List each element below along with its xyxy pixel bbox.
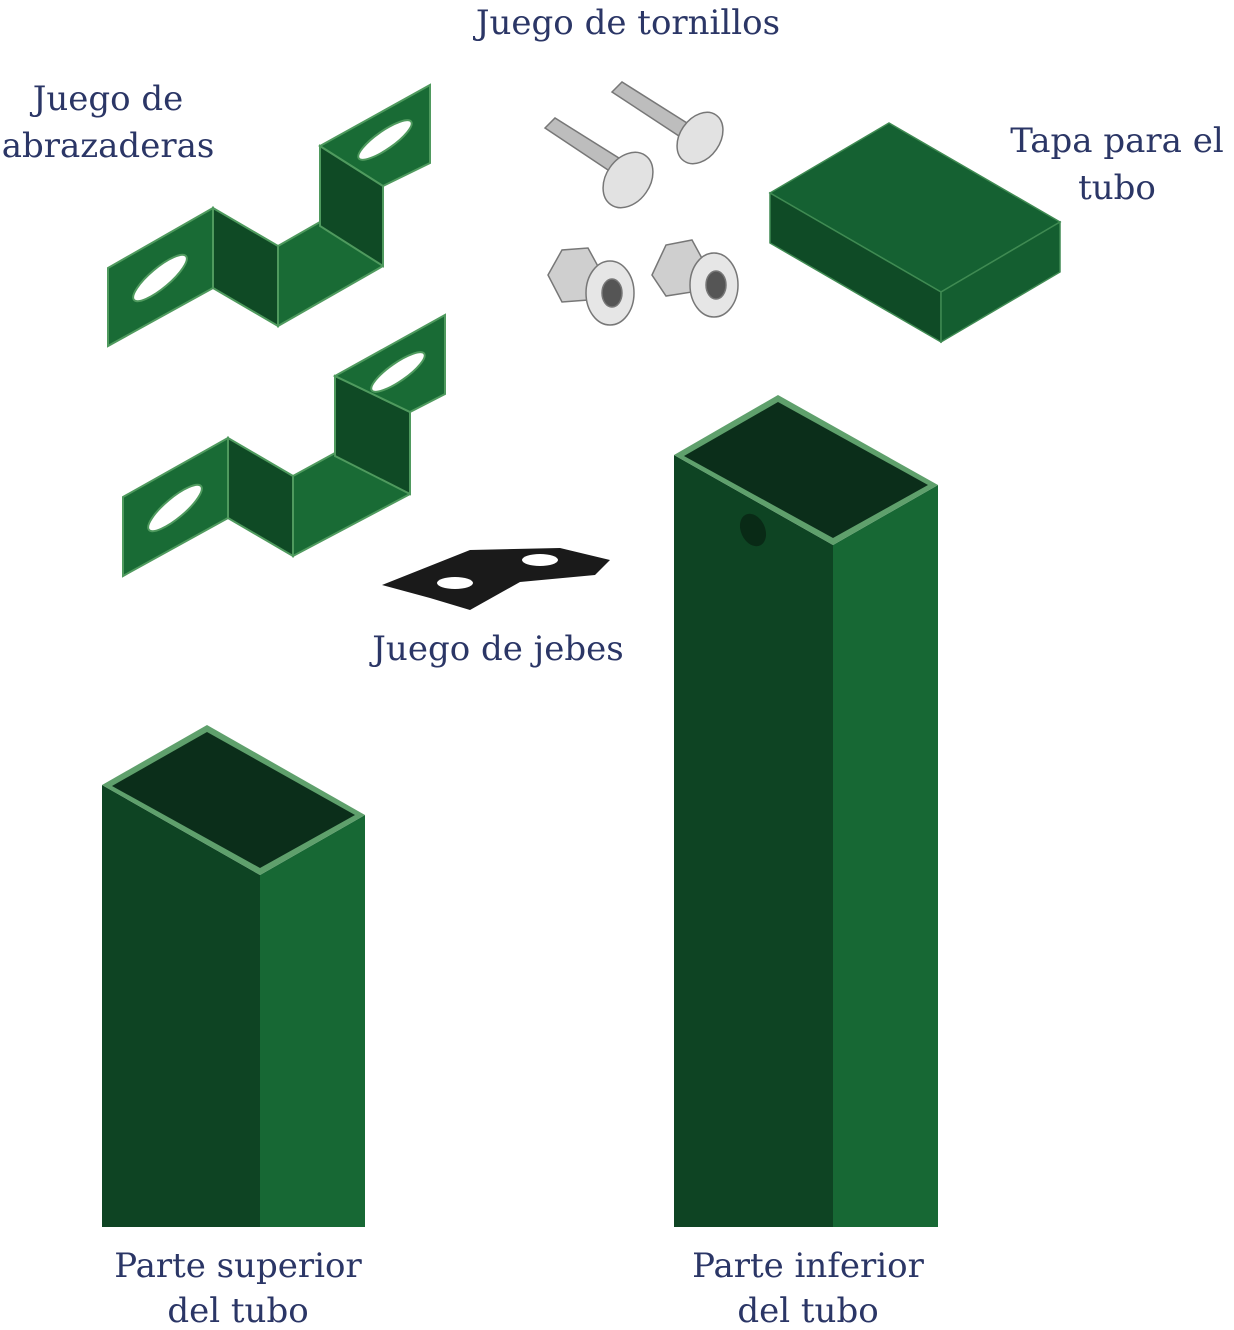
screws bbox=[543, 81, 739, 326]
label: del tubo bbox=[167, 1291, 308, 1330]
tube-bottom-part bbox=[674, 395, 938, 1227]
label: Juego de tornillos bbox=[473, 3, 780, 43]
label: Parte inferior bbox=[692, 1246, 925, 1286]
bracket bbox=[122, 313, 446, 578]
tube-top-part bbox=[102, 725, 365, 1227]
tube-cap bbox=[768, 122, 1062, 344]
label: del tubo bbox=[737, 1291, 878, 1330]
label: Parte superior bbox=[114, 1246, 362, 1286]
label: Tapa para el bbox=[1010, 121, 1224, 161]
bracket bbox=[107, 83, 431, 348]
label: tubo bbox=[1078, 168, 1156, 208]
label: Juego de jebes bbox=[369, 629, 623, 669]
label: Juego de bbox=[30, 79, 184, 119]
label: abrazaderas bbox=[2, 126, 215, 166]
rubbers bbox=[382, 548, 610, 610]
